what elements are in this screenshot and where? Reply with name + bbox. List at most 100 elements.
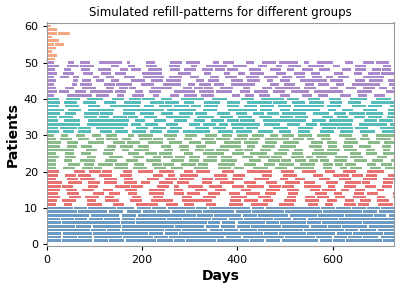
Bar <box>259 94 270 97</box>
Bar <box>236 240 249 242</box>
Bar <box>254 178 269 180</box>
Bar <box>388 174 394 177</box>
Bar <box>216 149 229 151</box>
Bar <box>47 156 59 158</box>
Bar <box>280 116 292 118</box>
Bar <box>127 141 140 144</box>
Bar <box>242 156 253 158</box>
Bar <box>362 181 370 184</box>
Bar <box>163 163 174 166</box>
Bar <box>280 79 290 82</box>
Bar <box>266 207 277 209</box>
Bar <box>206 65 215 67</box>
Bar <box>86 149 97 151</box>
Bar <box>230 199 241 202</box>
Bar <box>105 196 114 199</box>
Bar <box>99 123 110 126</box>
Bar <box>251 225 267 227</box>
Bar <box>350 156 362 158</box>
Bar <box>138 170 152 173</box>
Bar <box>308 65 317 67</box>
Bar <box>280 108 290 111</box>
Bar <box>47 167 56 169</box>
Bar <box>247 170 259 173</box>
Bar <box>157 185 169 188</box>
Bar <box>342 108 352 111</box>
Bar <box>81 145 92 147</box>
Bar <box>196 112 207 115</box>
Bar <box>276 138 289 140</box>
Bar <box>80 160 96 162</box>
Bar <box>334 236 347 238</box>
Bar <box>146 123 158 126</box>
Bar <box>232 94 240 97</box>
Bar <box>322 116 333 118</box>
Bar <box>186 61 200 64</box>
Bar <box>313 112 329 115</box>
Bar <box>280 94 290 97</box>
Bar <box>320 160 329 162</box>
Bar <box>62 72 74 75</box>
Bar <box>47 214 60 217</box>
Bar <box>132 94 144 97</box>
Bar <box>376 61 389 64</box>
Bar <box>189 141 201 144</box>
Bar <box>227 119 239 122</box>
Bar <box>92 232 104 235</box>
Bar <box>138 145 149 147</box>
Bar <box>377 221 392 224</box>
Bar <box>68 61 74 64</box>
Bar <box>346 138 356 140</box>
Bar <box>302 170 316 173</box>
Bar <box>360 199 371 202</box>
Bar <box>222 61 234 64</box>
Bar <box>259 116 272 118</box>
Bar <box>250 152 267 155</box>
Bar <box>67 65 79 67</box>
Bar <box>214 83 224 86</box>
Bar <box>373 76 384 78</box>
Bar <box>382 152 394 155</box>
Bar <box>147 178 159 180</box>
Bar <box>161 112 172 115</box>
Bar <box>174 90 187 93</box>
Bar <box>64 203 72 206</box>
Bar <box>208 79 219 82</box>
Bar <box>117 207 134 209</box>
Bar <box>378 229 391 231</box>
Bar <box>150 229 164 231</box>
Bar <box>215 178 228 180</box>
Bar <box>115 185 130 188</box>
Bar <box>196 170 210 173</box>
Bar <box>159 181 172 184</box>
Bar <box>102 170 112 173</box>
Bar <box>127 61 130 64</box>
Bar <box>364 108 377 111</box>
Bar <box>309 101 324 104</box>
Bar <box>229 203 242 206</box>
Bar <box>178 72 191 75</box>
Bar <box>166 203 178 206</box>
Bar <box>276 229 291 231</box>
Bar <box>182 130 197 133</box>
Bar <box>166 79 181 82</box>
Bar <box>296 160 306 162</box>
Bar <box>127 105 140 108</box>
Bar <box>184 138 192 140</box>
Bar <box>157 210 170 213</box>
Bar <box>263 119 275 122</box>
Bar <box>348 101 361 104</box>
Bar <box>334 160 347 162</box>
Bar <box>165 232 178 235</box>
Bar <box>232 152 244 155</box>
Bar <box>84 116 97 118</box>
Bar <box>203 108 217 111</box>
Bar <box>47 170 59 173</box>
Bar <box>134 163 144 166</box>
Bar <box>144 105 154 108</box>
Bar <box>326 181 338 184</box>
Bar <box>279 163 294 166</box>
Bar <box>367 170 384 173</box>
Bar <box>187 90 195 93</box>
Bar <box>384 232 394 235</box>
